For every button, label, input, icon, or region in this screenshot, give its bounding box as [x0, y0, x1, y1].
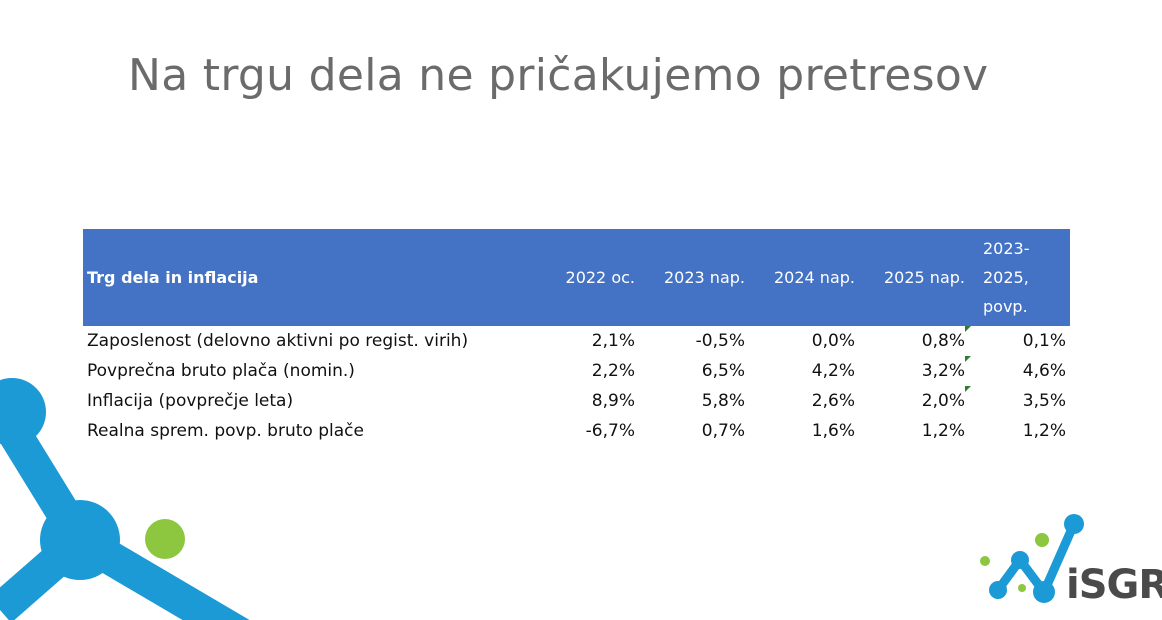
cell-value-with-comment: 2,0%: [859, 386, 971, 416]
cell-value: 3,2%: [921, 361, 965, 381]
comment-flag-icon: [965, 356, 971, 362]
labor-market-table: Trg dela in inflacija 2022 oc. 2023 nap.…: [83, 229, 1070, 446]
cell-value: -0,5%: [695, 331, 745, 351]
cell-value: 8,9%: [591, 391, 635, 411]
column-header-2023: 2023 nap.: [664, 268, 745, 287]
cell-value: 6,5%: [701, 361, 745, 381]
logo-text: iSGR: [1066, 562, 1162, 608]
cell-value: -6,7%: [585, 421, 635, 441]
column-header-2025: 2025 nap.: [884, 268, 965, 287]
blue-molecule-shape: [0, 378, 250, 620]
cell-value: 2,0%: [921, 391, 965, 411]
cell-value: 1,2%: [1022, 421, 1066, 441]
cell-value-with-comment: 0,8%: [859, 326, 971, 356]
green-dot-shape: [145, 519, 185, 559]
column-header-2022: 2022 oc.: [565, 268, 635, 287]
cell-value: 0,0%: [811, 331, 855, 351]
column-header-average-line: 2025,: [983, 268, 1029, 287]
table-row: Realna sprem. povp. bruto plače -6,7% 0,…: [83, 416, 1070, 446]
cell-value: 2,6%: [811, 391, 855, 411]
column-header-average-line: povp.: [983, 297, 1028, 316]
cell-value: 4,2%: [811, 361, 855, 381]
cell-value: 0,7%: [701, 421, 745, 441]
slide-title: Na trgu dela ne pričakujemo pretresov: [128, 50, 989, 101]
row-label: Povprečna bruto plača (nomin.): [87, 361, 355, 381]
cell-value: 2,1%: [591, 331, 635, 351]
row-label: Inflacija (povprečje leta): [87, 391, 294, 411]
column-header-2024: 2024 nap.: [774, 268, 855, 287]
row-label: Zaposlenost (delovno aktivni po regist. …: [87, 331, 469, 351]
row-label: Realna sprem. povp. bruto plače: [87, 421, 364, 441]
cell-value: 5,8%: [701, 391, 745, 411]
cell-value: 1,2%: [921, 421, 965, 441]
table-row: Zaposlenost (delovno aktivni po regist. …: [83, 326, 1070, 356]
cell-value: 1,6%: [811, 421, 855, 441]
table-header-label: Trg dela in inflacija: [87, 268, 259, 287]
comment-flag-icon: [965, 326, 971, 332]
cell-value: 3,5%: [1022, 391, 1066, 411]
column-header-average: 2023- 2025, povp.: [969, 229, 1070, 326]
cell-value: 0,8%: [921, 331, 965, 351]
cell-value: 4,6%: [1022, 361, 1066, 381]
table-header-row: Trg dela in inflacija 2022 oc. 2023 nap.…: [83, 229, 1070, 326]
cell-value-with-comment: 3,2%: [859, 356, 971, 386]
table-row: Inflacija (povprečje leta) 8,9% 5,8% 2,6…: [83, 386, 1070, 416]
column-header-average-line: 2023-: [983, 239, 1030, 258]
cell-value: 0,1%: [1022, 331, 1066, 351]
isgr-logo-mark-icon: [980, 514, 1084, 603]
table-row: Povprečna bruto plača (nomin.) 2,2% 6,5%…: [83, 356, 1070, 386]
cell-value: 2,2%: [591, 361, 635, 381]
comment-flag-icon: [965, 386, 971, 392]
